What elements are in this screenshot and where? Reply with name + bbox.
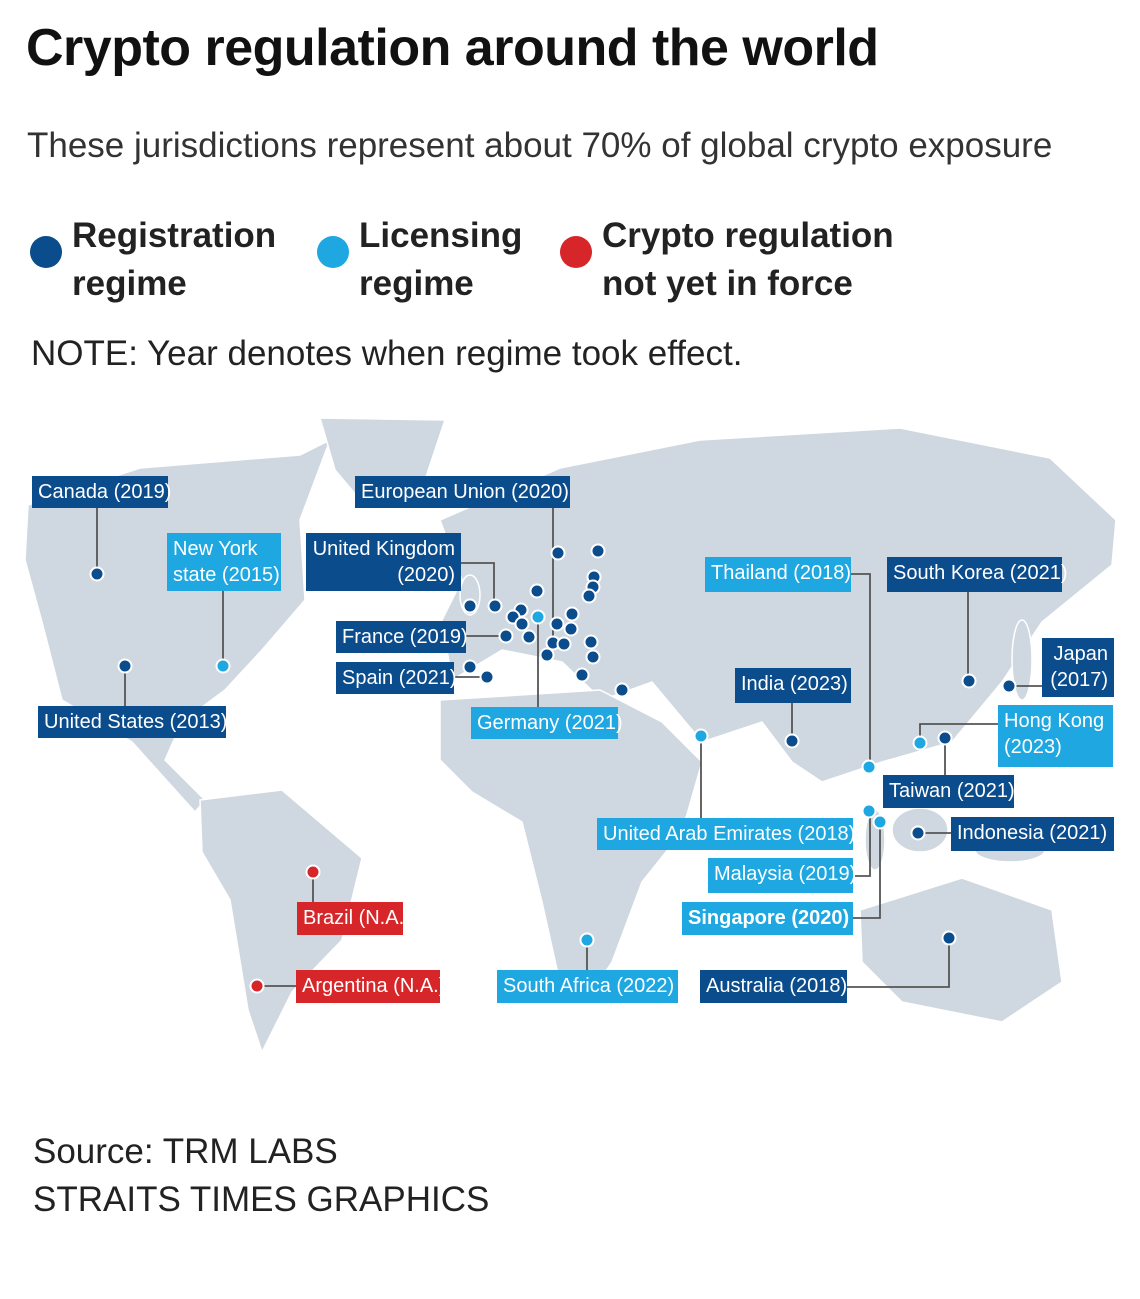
united-states-label: United States (2013) [38, 706, 227, 738]
south-africa-label: South Africa (2022) [497, 970, 678, 1003]
licensing-dot-icon [317, 236, 349, 268]
south-america [199, 789, 363, 1054]
singapore-leader-line [853, 822, 881, 919]
united-kingdom-label: United Kingdom (2020) [306, 533, 461, 591]
united-arab-emirates-marker [693, 728, 709, 744]
source: Source: TRM LABS STRAITS TIMES GRAPHICS [33, 1128, 489, 1224]
japan [1011, 619, 1033, 701]
india-marker [784, 733, 800, 749]
eu-member-marker [549, 616, 565, 632]
indonesia-marker [910, 825, 926, 841]
legend-label: Crypto regulation [602, 216, 894, 255]
chart-subtitle: These jurisdictions represent about 70% … [27, 126, 1053, 165]
legend-registration: Registration regime [30, 212, 276, 308]
thailand-label: Thailand (2018) [705, 557, 851, 592]
hong-kong-label: Hong Kong (2023) [998, 705, 1113, 767]
source-line: Source: TRM LABS [33, 1132, 338, 1171]
australia [859, 877, 1063, 1023]
eu-member-marker [529, 583, 545, 599]
eu-member-marker [556, 636, 572, 652]
eu-member-marker [574, 667, 590, 683]
eurasia [439, 427, 1117, 783]
source-line: STRAITS TIMES GRAPHICS [33, 1180, 490, 1219]
legend-label: regime [359, 264, 474, 303]
eu-member-marker [521, 629, 537, 645]
germany-label: Germany (2021) [471, 707, 623, 739]
legend-not-in-force: Crypto regulation not yet in force [560, 212, 894, 308]
south-korea-label: South Korea (2021) [887, 557, 1068, 592]
eu-member-marker [514, 616, 530, 632]
european-union-label: European Union (2020) [355, 476, 570, 508]
legend-licensing: Licensing regime [317, 212, 522, 308]
japan-label: Japan (2017) [1042, 638, 1114, 697]
australia-leader-line [847, 938, 950, 988]
canada-label: Canada (2019) [32, 476, 171, 508]
label-line: state (2015) [173, 564, 280, 586]
malaysia-marker [861, 803, 877, 819]
not-in-force-dot-icon [560, 236, 592, 268]
eu-member-marker [614, 682, 630, 698]
taiwan-label: Taiwan (2021) [883, 775, 1015, 808]
japan-marker [1001, 678, 1017, 694]
germany-marker [530, 609, 546, 625]
new-york-state-label: New York state (2015) [167, 533, 281, 591]
thailand-marker [861, 759, 877, 775]
label-line: (2017) [1050, 669, 1108, 691]
united-states-marker [117, 658, 133, 674]
chart-title: Crypto regulation around the world [26, 19, 879, 77]
eu-member-marker [462, 659, 478, 675]
label-line: (2023) [1004, 736, 1062, 758]
eu-member-marker [462, 598, 478, 614]
markers [89, 543, 1017, 994]
note: NOTE: Year denotes when regime took effe… [31, 334, 743, 373]
south-africa-marker [579, 932, 595, 948]
legend-label: Registration [72, 216, 277, 255]
singapore-label: Singapore (2020) [682, 902, 853, 935]
eu-member-marker [581, 588, 597, 604]
legend-label: regime [72, 264, 187, 303]
eu-member-marker [487, 598, 503, 614]
argentina-marker [249, 978, 265, 994]
eu-member-marker [564, 606, 580, 622]
india-label: India (2023) [735, 668, 851, 703]
eu-member-marker [498, 628, 514, 644]
eu-member-marker [550, 545, 566, 561]
legend-label: Licensing [359, 216, 523, 255]
canada-marker [89, 566, 105, 582]
south-korea-marker [961, 673, 977, 689]
eu-member-marker [590, 543, 606, 559]
registration-dot-icon [30, 236, 62, 268]
label-line: United Kingdom [312, 538, 455, 560]
australia-marker [941, 930, 957, 946]
argentina-label: Argentina (N.A.) [296, 970, 445, 1003]
eu-member-marker [585, 649, 601, 665]
spain-label: Spain (2021) [336, 662, 457, 694]
label-line: New York [173, 538, 258, 560]
united-kingdom-leader-line [461, 562, 495, 606]
label-line: (2020) [397, 564, 455, 586]
taiwan-marker [937, 730, 953, 746]
thailand-leader-line [851, 573, 871, 767]
singapore-marker [872, 814, 888, 830]
eu-member-marker [563, 621, 579, 637]
new-york-state-marker [215, 658, 231, 674]
australia-label: Australia (2018) [700, 970, 847, 1003]
brazil-marker [305, 864, 321, 880]
brazil-label: Brazil (N.A.) [297, 902, 411, 935]
legend-label: not yet in force [602, 264, 853, 303]
malaysia-label: Malaysia (2019) [708, 858, 856, 893]
indonesia-label: Indonesia (2021) [951, 817, 1114, 851]
united-arab-emirates-label: United Arab Emirates (2018) [597, 818, 855, 850]
eu-member-marker [539, 647, 555, 663]
label-line: Hong Kong [1004, 710, 1105, 732]
malaysia-leader-line [853, 811, 871, 877]
spain-marker [479, 669, 495, 685]
hong-kong-marker [912, 735, 928, 751]
france-label: France (2019) [336, 621, 468, 653]
label-line: Japan [1053, 643, 1109, 665]
eu-member-marker [583, 634, 599, 650]
